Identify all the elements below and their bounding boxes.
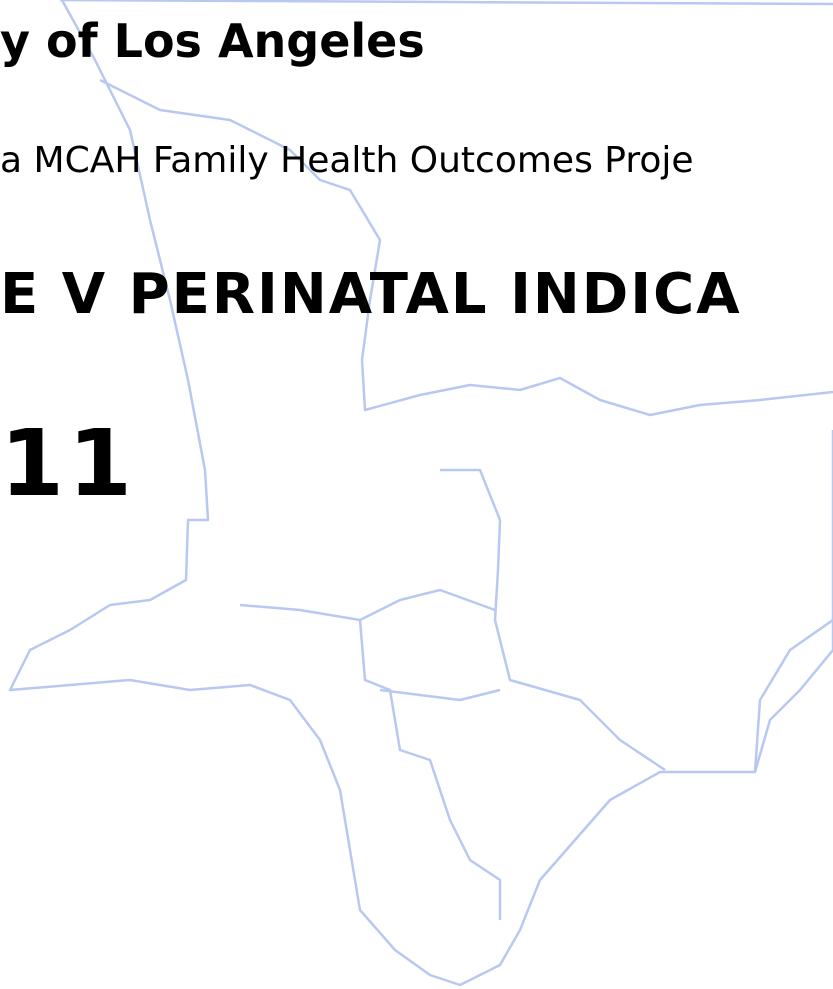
year: 11 [0,410,137,517]
subtitle: a MCAH Family Health Outcomes Proje [0,140,694,181]
map-region [239,603,502,920]
map-outline [8,0,833,987]
heading: E V PERINATAL INDICA [0,262,742,327]
map-region [440,468,666,772]
map-region [359,588,501,702]
map-region [753,430,833,773]
title: y of Los Angeles [0,14,425,68]
map-region [99,78,833,417]
